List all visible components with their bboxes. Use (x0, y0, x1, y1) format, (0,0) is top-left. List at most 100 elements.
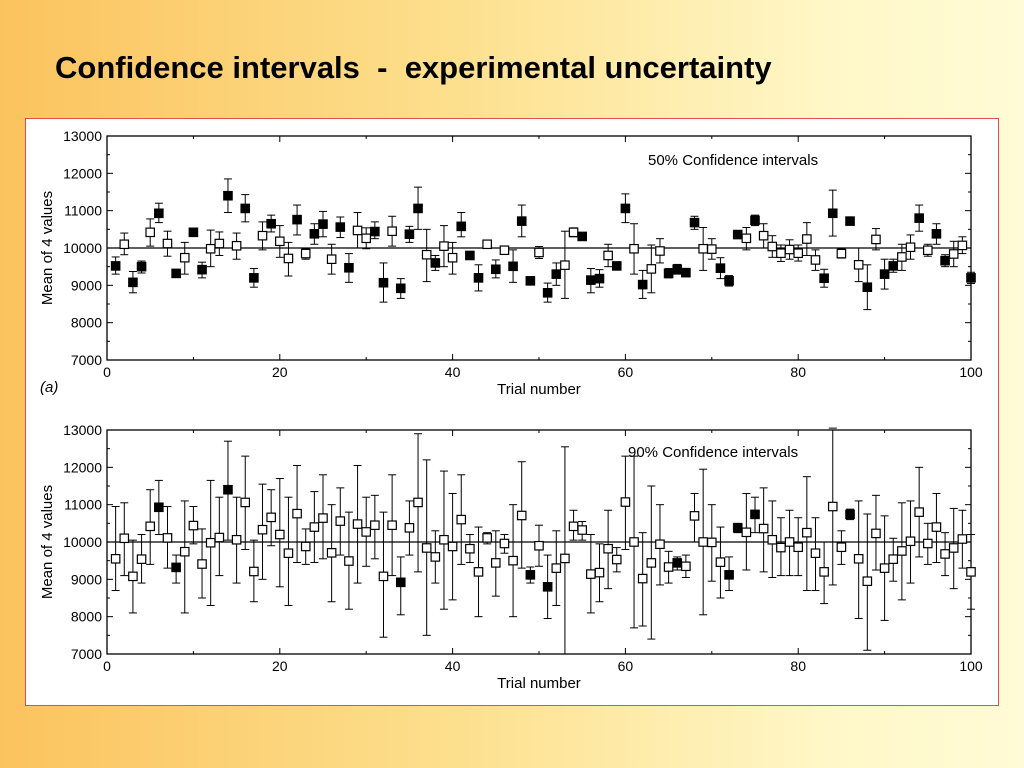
top-filled-marker (966, 273, 976, 283)
bottom-y-tick-label: 12000 (63, 459, 102, 475)
bottom-open-marker (188, 520, 199, 531)
bottom-open-marker (447, 541, 458, 552)
top-filled-marker (110, 261, 121, 271)
bottom-open-marker (793, 542, 803, 553)
top-open-marker (447, 252, 458, 263)
top-filled-marker (594, 273, 605, 284)
bottom-open-marker (966, 567, 976, 577)
top-open-marker (776, 248, 786, 259)
top-filled-marker (914, 213, 924, 223)
bottom-filled-marker (542, 582, 553, 592)
top-open-marker (922, 245, 933, 256)
top-filled-marker (473, 273, 484, 283)
bottom-open-marker (663, 562, 674, 572)
top-y-tick-label: 13000 (63, 128, 102, 144)
bottom-open-marker (128, 571, 138, 582)
top-filled-marker (862, 282, 873, 292)
top-filled-marker (240, 203, 251, 214)
bottom-open-marker (586, 569, 596, 579)
top-y-tick-label: 7000 (71, 352, 102, 368)
top-open-marker (387, 226, 397, 236)
bottom-open-marker (473, 567, 484, 577)
top-filled-marker (940, 255, 950, 266)
top-filled-marker (456, 221, 467, 232)
top-filled-marker (620, 203, 631, 214)
top-open-marker (326, 254, 337, 264)
bottom-open-marker (741, 527, 752, 538)
top-y-tick-label: 11000 (64, 203, 102, 219)
top-filled-marker (750, 215, 760, 226)
bottom-open-marker (767, 534, 778, 545)
bottom-y-tick-label: 10000 (63, 534, 102, 550)
top-open-marker (802, 234, 812, 244)
top-open-marker (948, 249, 959, 259)
bottom-filled-marker (223, 484, 233, 495)
bottom-open-marker (499, 538, 510, 549)
bottom-y-tick-label: 9000 (71, 571, 102, 587)
bottom-open-marker (957, 534, 968, 544)
top-y-tick-label: 8000 (71, 315, 102, 331)
bottom-y-tick-label: 11000 (64, 497, 102, 513)
bottom-filled-marker (724, 570, 734, 580)
top-filled-marker (689, 217, 700, 228)
top-open-marker (421, 249, 432, 260)
bottom-filled-marker (171, 562, 181, 573)
bottom-open-marker (802, 527, 812, 538)
top-x-tick-label: 0 (103, 364, 111, 380)
top-filled-marker (888, 261, 899, 271)
bottom-open-marker (456, 514, 467, 525)
bottom-open-marker (430, 552, 441, 562)
top-open-marker (741, 233, 752, 244)
bottom-open-marker (231, 534, 242, 545)
top-filled-marker (715, 263, 726, 273)
bottom-open-marker (378, 571, 389, 582)
top-open-marker (793, 248, 803, 259)
top-filled-marker (637, 279, 648, 290)
top-filled-marker (370, 226, 380, 237)
top-open-marker (905, 242, 916, 253)
bottom-open-marker (948, 543, 959, 553)
top-open-marker (568, 227, 579, 238)
top-open-marker (560, 260, 570, 270)
bottom-open-marker (646, 558, 657, 568)
top-open-marker (957, 240, 968, 251)
top-x-tick-label: 40 (445, 364, 461, 380)
bottom-open-marker (568, 521, 579, 532)
bottom-open-marker (300, 541, 311, 552)
top-x-axis-label: Trial number (497, 381, 581, 398)
bottom-open-marker (776, 542, 786, 553)
bottom-open-marker (922, 538, 933, 549)
figure-panel: (a) 7000 8000 9000 10000 11000 12000 13000 0 20 4… (25, 118, 999, 706)
bottom-open-marker (534, 540, 544, 551)
bottom-x-tick-label: 60 (618, 658, 634, 674)
top-open-marker (758, 230, 769, 241)
bottom-open-marker (698, 537, 708, 547)
top-filled-marker (663, 268, 674, 279)
top-filled-marker (223, 190, 233, 201)
bottom-open-marker (344, 556, 354, 566)
top-open-marker (767, 241, 778, 252)
bottom-open-marker (240, 497, 251, 508)
top-open-marker (352, 225, 363, 236)
top-filled-marker (672, 264, 683, 275)
bottom-open-marker (404, 523, 415, 533)
top-open-marker (231, 240, 242, 251)
top-filled-marker (249, 273, 259, 283)
top-open-marker (145, 227, 155, 238)
top-open-marker (853, 260, 864, 270)
bottom-open-marker (370, 520, 380, 530)
top-open-marker (162, 238, 173, 249)
top-open-marker (784, 244, 795, 255)
top-filled-marker (128, 277, 138, 288)
bottom-filled-marker (395, 577, 406, 588)
bottom-open-marker (508, 555, 518, 566)
bottom-open-marker (905, 536, 916, 547)
bottom-open-marker (413, 497, 423, 508)
bottom-open-marker (110, 554, 121, 564)
top-open-marker (283, 253, 294, 264)
figure-svg: (a) 7000 8000 9000 10000 11000 12000 13000 0 20 4… (39, 128, 983, 692)
top-open-marker (214, 238, 225, 249)
top-filled-marker (879, 269, 890, 279)
bottom-x-tick-label: 100 (959, 658, 983, 674)
bottom-open-marker (482, 533, 492, 543)
